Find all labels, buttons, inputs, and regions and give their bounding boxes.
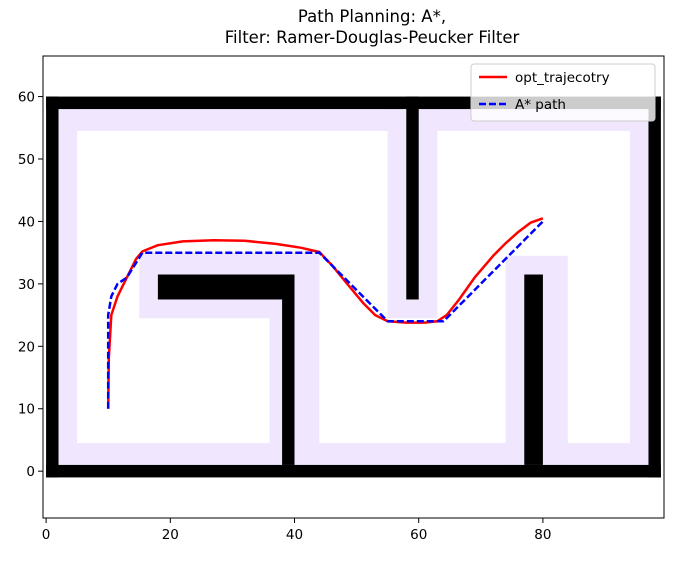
obstacle-6 [282, 274, 295, 465]
x-tick-label-60: 60 [410, 527, 427, 543]
y-tick-label-20: 20 [18, 339, 35, 355]
obstacle-7 [524, 274, 543, 465]
inflation-zone-0 [58, 443, 649, 465]
legend: opt_trajecotry A* path [470, 63, 656, 122]
chart-title-line2: Filter: Ramer-Douglas-Peucker Filter [225, 28, 520, 47]
y-tick-label-60: 60 [18, 90, 35, 106]
inflation-zone-2 [58, 109, 78, 465]
inflation-zone-3 [629, 109, 649, 465]
x-tick-label-40: 40 [286, 527, 303, 543]
x-tick-label-20: 20 [162, 527, 179, 543]
plot-area [42, 55, 665, 519]
legend-box [470, 63, 656, 122]
obstacle-2 [46, 96, 59, 478]
obstacle-0 [46, 464, 661, 478]
legend-label-opt-trajectory: opt_trajecotry [515, 70, 610, 86]
x-axis: 0 20 40 60 80 [42, 518, 551, 543]
y-tick-label-40: 40 [18, 214, 35, 230]
series-astar-path [106, 220, 544, 409]
plot-frame [42, 55, 665, 519]
legend-label-astar-path: A* path [515, 97, 566, 113]
x-tick-label-0: 0 [42, 527, 51, 543]
y-tick-label-30: 30 [18, 277, 35, 293]
x-tick-label-80: 80 [534, 527, 551, 543]
y-tick-label-50: 50 [18, 152, 35, 168]
obstacle-3 [648, 96, 661, 478]
occupancy-map [46, 96, 661, 478]
obstacle-5 [157, 274, 295, 300]
series-layer [106, 217, 544, 409]
y-tick-label-10: 10 [18, 402, 35, 418]
chart-title-line1: Path Planning: A*, [298, 7, 446, 26]
y-axis: 0 10 20 30 40 50 60 [18, 90, 43, 480]
y-tick-label-0: 0 [26, 464, 35, 480]
obstacle-4 [406, 96, 419, 300]
